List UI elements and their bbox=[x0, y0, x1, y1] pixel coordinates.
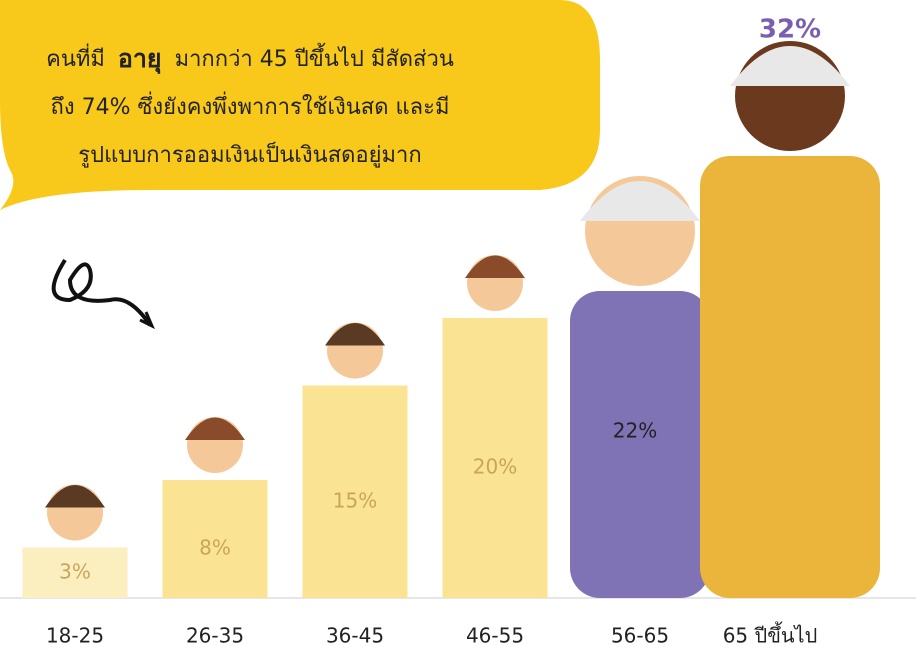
hair bbox=[580, 181, 700, 221]
annotation-emphasis: อายุ bbox=[118, 44, 162, 75]
x-tick-label: 65 ปีขึ้นไป bbox=[723, 622, 818, 648]
x-tick-label: 46-55 bbox=[466, 624, 524, 648]
x-tick-label: 18-25 bbox=[46, 624, 104, 648]
bar bbox=[162, 480, 268, 598]
annotation-line: รูปแบบการออมเงินเป็นเงินสดอยู่มาก bbox=[78, 140, 421, 168]
annotation-text: คนที่มี bbox=[46, 43, 105, 72]
x-tick-label: 36-45 bbox=[326, 624, 384, 648]
bar bbox=[442, 318, 548, 598]
doodle bbox=[139, 311, 155, 330]
annotation-line: ถึง 74% ซึ่งยังคงพึ่งพาการใช้เงินสด และม… bbox=[51, 91, 450, 120]
annotation-text: มากกว่า 45 ปีขึ้นไป มีสัดส่วน bbox=[175, 43, 454, 72]
x-tick-label: 26-35 bbox=[186, 624, 244, 648]
speech-bubble bbox=[0, 0, 600, 210]
value-label: 15% bbox=[333, 488, 377, 512]
doodle bbox=[51, 258, 152, 327]
annotation-line: คนที่มี อายุ มากกว่า 45 ปีขึ้นไป มีสัดส่… bbox=[46, 43, 454, 75]
value-label: 20% bbox=[473, 455, 517, 479]
x-tick-label: 56-65 bbox=[611, 624, 669, 648]
hair bbox=[45, 485, 105, 508]
bar bbox=[570, 291, 710, 598]
value-label: 8% bbox=[199, 536, 231, 560]
bar bbox=[302, 385, 408, 598]
value-label: 22% bbox=[613, 419, 657, 443]
hair bbox=[730, 46, 850, 86]
hair bbox=[325, 323, 385, 346]
hair bbox=[465, 255, 525, 278]
bar bbox=[700, 156, 880, 598]
value-label: 32% bbox=[759, 15, 821, 45]
bar bbox=[22, 547, 128, 598]
value-label: 3% bbox=[59, 559, 91, 583]
hair bbox=[185, 417, 245, 440]
